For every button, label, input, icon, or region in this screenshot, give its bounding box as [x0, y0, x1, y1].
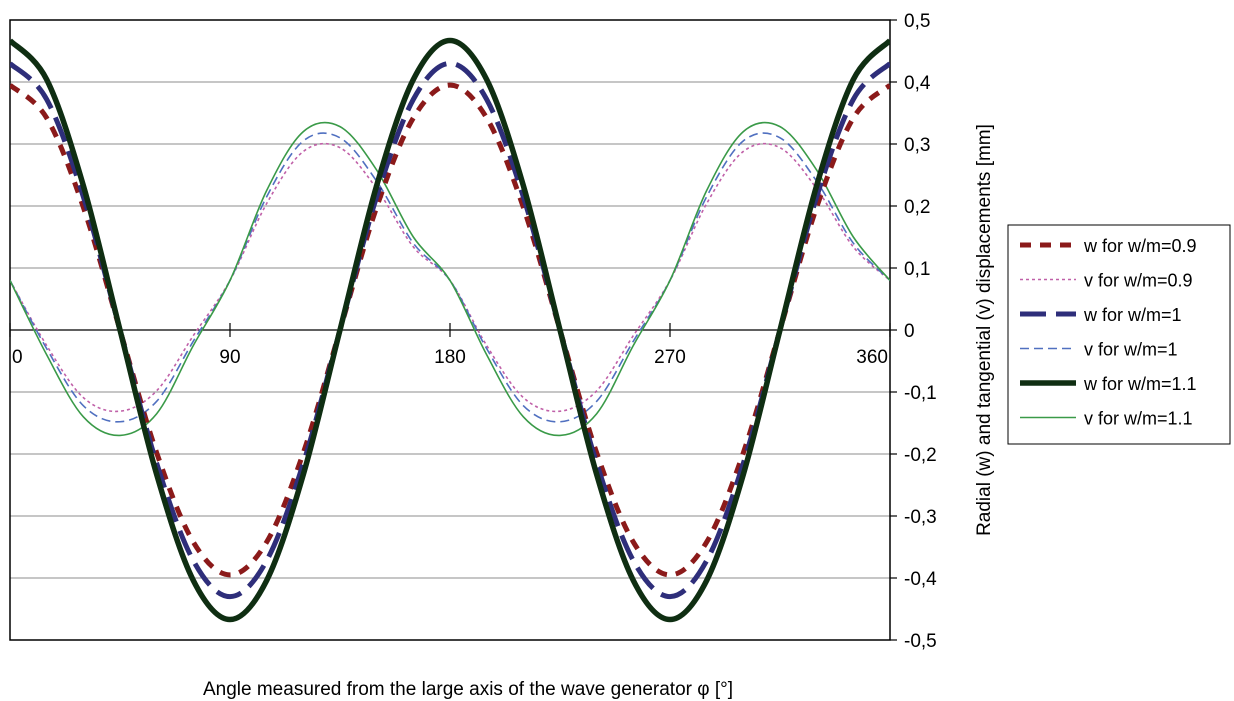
legend-label: v for w/m=1	[1084, 340, 1178, 360]
legend: w for w/m=0.9 v for w/m=0.9 w for w/m=1 v f…	[1007, 224, 1231, 445]
series-line-6	[10, 121, 890, 437]
legend-label: v for w/m=0.9	[1084, 271, 1193, 291]
legend-label: w for w/m=1.1	[1083, 374, 1197, 394]
y-tick-label: 0,3	[904, 135, 930, 156]
y-tick-label: -0,4	[904, 569, 937, 590]
x-tick-label: 0	[12, 347, 23, 368]
y-tick-label: 0,5	[904, 11, 930, 32]
legend-entry: v for w/m=1.1	[1020, 409, 1193, 429]
legend-entry: v for w/m=0.9	[1020, 271, 1193, 291]
y-tick-label: 0	[904, 321, 915, 342]
legend-entry: w for w/m=1.1	[1020, 374, 1197, 394]
y-tick-label: 0,2	[904, 197, 930, 218]
y-tick-label: 0,1	[904, 259, 930, 280]
x-tick-label: 180	[434, 347, 466, 368]
x-tick-label: 90	[219, 347, 240, 368]
x-axis-title: Angle measured from the large axis of th…	[203, 679, 733, 700]
x-tick-label: 270	[654, 347, 686, 368]
y-tick-label: -0,3	[904, 507, 937, 528]
legend-label: w for w/m=0.9	[1083, 236, 1197, 256]
series-line-5	[10, 37, 890, 623]
legend-box	[1007, 224, 1231, 445]
y-axis: 0,5 0,4 0,3 0,2 0,1 0 -0,1 -0,2 -0,3 -0,4 -0,5	[890, 11, 937, 652]
series-line-1	[10, 82, 890, 578]
series-line-4	[10, 132, 890, 423]
legend-entry: w for w/m=0.9	[1020, 236, 1197, 256]
legend-entry: v for w/m=1	[1020, 340, 1178, 360]
y-axis-title: Radial (w) and tangential (v) displaceme…	[974, 124, 995, 536]
series-line-2	[10, 142, 890, 413]
x-tick-label: 360	[856, 347, 888, 368]
legend-label: w for w/m=1	[1083, 305, 1182, 325]
series-group	[10, 37, 890, 623]
x-axis: 0 90 180 270 360	[9, 323, 891, 368]
y-tick-label: -0,1	[904, 383, 937, 404]
y-tick-label: -0,5	[904, 631, 937, 652]
legend-entry: w for w/m=1	[1020, 305, 1182, 325]
y-tick-label: 0,4	[904, 73, 931, 94]
y-tick-label: -0,2	[904, 445, 937, 466]
legend-label: v for w/m=1.1	[1084, 409, 1193, 429]
